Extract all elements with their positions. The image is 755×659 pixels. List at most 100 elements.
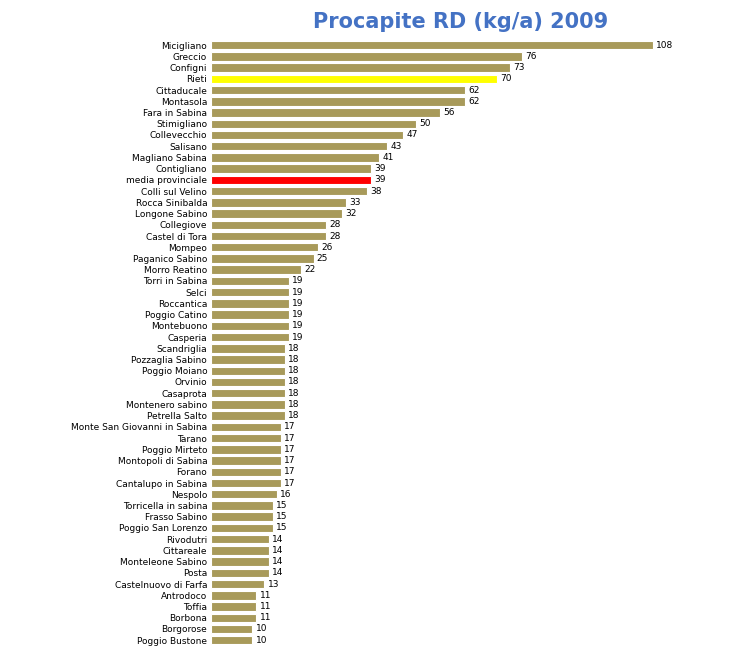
- Bar: [211, 434, 281, 442]
- Bar: [211, 254, 313, 263]
- Text: 19: 19: [292, 310, 304, 319]
- Bar: [211, 546, 269, 555]
- Bar: [211, 501, 273, 509]
- Bar: [211, 52, 522, 61]
- Bar: [211, 232, 325, 241]
- Bar: [211, 63, 510, 72]
- Bar: [211, 142, 387, 150]
- Bar: [211, 569, 269, 577]
- Bar: [211, 524, 273, 532]
- Text: 28: 28: [329, 231, 341, 241]
- Text: 15: 15: [276, 501, 288, 510]
- Text: 14: 14: [272, 546, 283, 555]
- Bar: [211, 378, 285, 386]
- Text: 76: 76: [525, 52, 537, 61]
- Text: 18: 18: [288, 366, 300, 375]
- Text: 62: 62: [468, 86, 479, 94]
- Text: 62: 62: [468, 97, 479, 106]
- Text: 70: 70: [501, 74, 512, 83]
- Bar: [211, 86, 464, 94]
- Bar: [211, 445, 281, 453]
- Bar: [211, 243, 318, 252]
- Text: 18: 18: [288, 378, 300, 386]
- Text: 39: 39: [374, 164, 386, 173]
- Text: 18: 18: [288, 355, 300, 364]
- Bar: [211, 74, 498, 83]
- Bar: [211, 558, 269, 566]
- Text: 19: 19: [292, 322, 304, 330]
- Text: 17: 17: [284, 456, 296, 465]
- Text: 108: 108: [656, 41, 673, 49]
- Bar: [211, 41, 652, 49]
- Bar: [211, 614, 257, 622]
- Text: 10: 10: [255, 625, 267, 633]
- Text: 19: 19: [292, 276, 304, 285]
- Text: 15: 15: [276, 523, 288, 532]
- Text: 56: 56: [443, 108, 455, 117]
- Title: Procapite RD (kg/a) 2009: Procapite RD (kg/a) 2009: [313, 13, 609, 32]
- Bar: [211, 344, 285, 353]
- Bar: [211, 513, 273, 521]
- Text: 17: 17: [284, 434, 296, 443]
- Text: 43: 43: [390, 142, 402, 151]
- Bar: [211, 299, 289, 308]
- Bar: [211, 490, 277, 498]
- Text: 17: 17: [284, 445, 296, 454]
- Bar: [211, 636, 252, 645]
- Bar: [211, 266, 301, 274]
- Bar: [211, 97, 464, 105]
- Bar: [211, 187, 367, 195]
- Text: 50: 50: [419, 119, 430, 129]
- Text: 47: 47: [407, 130, 418, 140]
- Bar: [211, 535, 269, 544]
- Text: 28: 28: [329, 220, 341, 229]
- Bar: [211, 288, 289, 297]
- Text: 17: 17: [284, 467, 296, 476]
- Text: 39: 39: [374, 175, 386, 185]
- Bar: [211, 130, 403, 139]
- Bar: [211, 400, 285, 409]
- Text: 17: 17: [284, 478, 296, 488]
- Bar: [211, 479, 281, 487]
- Text: 19: 19: [292, 288, 304, 297]
- Text: 26: 26: [321, 243, 332, 252]
- Bar: [211, 119, 415, 128]
- Text: 18: 18: [288, 344, 300, 353]
- Bar: [211, 165, 371, 173]
- Bar: [211, 277, 289, 285]
- Text: 13: 13: [268, 579, 279, 588]
- Bar: [211, 198, 347, 206]
- Text: 11: 11: [260, 591, 271, 600]
- Text: 11: 11: [260, 614, 271, 622]
- Text: 19: 19: [292, 299, 304, 308]
- Bar: [211, 422, 281, 431]
- Text: 33: 33: [350, 198, 361, 207]
- Bar: [211, 625, 252, 633]
- Text: 11: 11: [260, 602, 271, 611]
- Bar: [211, 108, 440, 117]
- Text: 73: 73: [513, 63, 524, 72]
- Bar: [211, 210, 342, 217]
- Bar: [211, 580, 264, 588]
- Text: 18: 18: [288, 389, 300, 397]
- Bar: [211, 602, 257, 611]
- Bar: [211, 221, 325, 229]
- Bar: [211, 355, 285, 364]
- Text: 19: 19: [292, 333, 304, 341]
- Bar: [211, 176, 371, 184]
- Text: 38: 38: [370, 186, 381, 196]
- Bar: [211, 154, 379, 161]
- Bar: [211, 333, 289, 341]
- Text: 15: 15: [276, 512, 288, 521]
- Text: 14: 14: [272, 534, 283, 544]
- Bar: [211, 456, 281, 465]
- Bar: [211, 322, 289, 330]
- Bar: [211, 366, 285, 375]
- Text: 17: 17: [284, 422, 296, 432]
- Text: 32: 32: [345, 209, 357, 218]
- Bar: [211, 591, 257, 600]
- Text: 14: 14: [272, 557, 283, 566]
- Text: 14: 14: [272, 568, 283, 577]
- Bar: [211, 310, 289, 319]
- Bar: [211, 468, 281, 476]
